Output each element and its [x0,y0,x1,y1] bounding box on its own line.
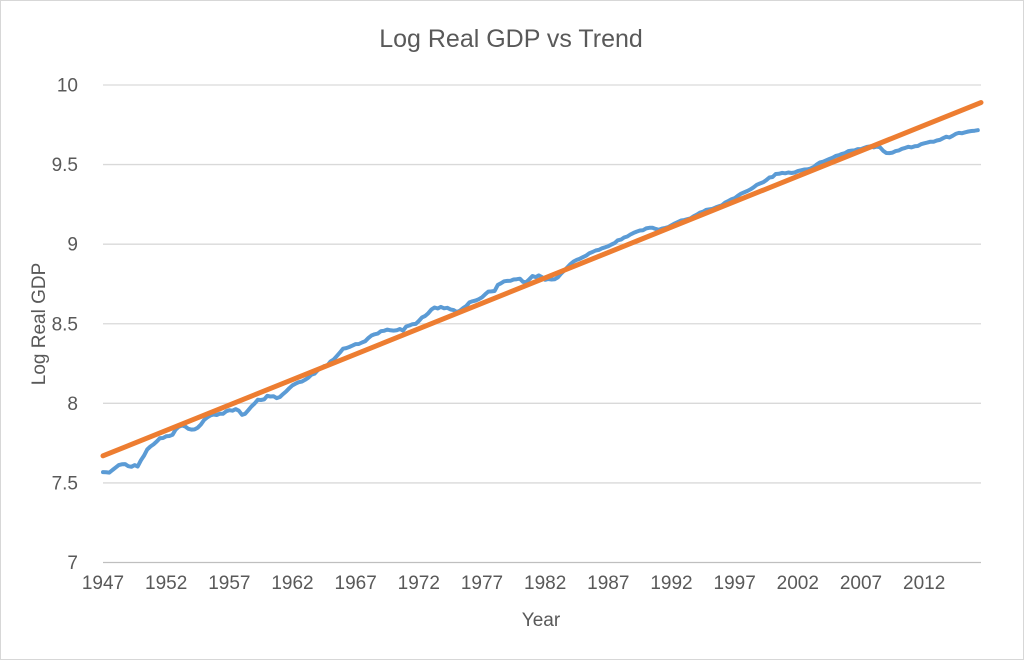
x-tick-label: 2002 [777,573,819,594]
y-tick-label: 10 [57,76,78,97]
x-tick-label: 1967 [335,573,377,594]
trend-series-line [100,100,984,459]
x-tick-label: 1947 [82,573,124,594]
x-tick-label: 1977 [461,573,503,594]
gridlines [103,84,981,484]
y-axis-tick-labels: 7 7.5 8 8.5 9 9.5 10 [52,76,78,575]
gdp-series-line [101,128,980,475]
x-tick-label: 1972 [398,573,440,594]
y-tick-label: 7.5 [52,473,78,494]
y-tick-label: 7 [67,553,78,574]
x-tick-label: 2007 [840,573,882,594]
y-tick-label: 8.5 [52,314,78,335]
y-tick-label: 9 [67,235,78,256]
x-tick-label: 1962 [271,573,313,594]
y-axis-title: Log Real GDP [29,263,50,386]
x-tick-label: 1982 [524,573,566,594]
y-tick-label: 8 [67,394,78,415]
x-tick-label: 1987 [587,573,629,594]
x-tick-label: 1957 [208,573,250,594]
y-tick-label: 9.5 [52,155,78,176]
x-axis-title: Year [522,610,561,631]
x-tick-label: 1992 [650,573,692,594]
x-tick-label: 2012 [903,573,945,594]
x-tick-label: 1952 [145,573,187,594]
x-tick-label: 1997 [714,573,756,594]
chart-title: Log Real GDP vs Trend [379,25,643,53]
x-axis-tick-labels: 1947 1952 1957 1962 1967 1972 1977 1982 1987 1992… [82,573,945,594]
